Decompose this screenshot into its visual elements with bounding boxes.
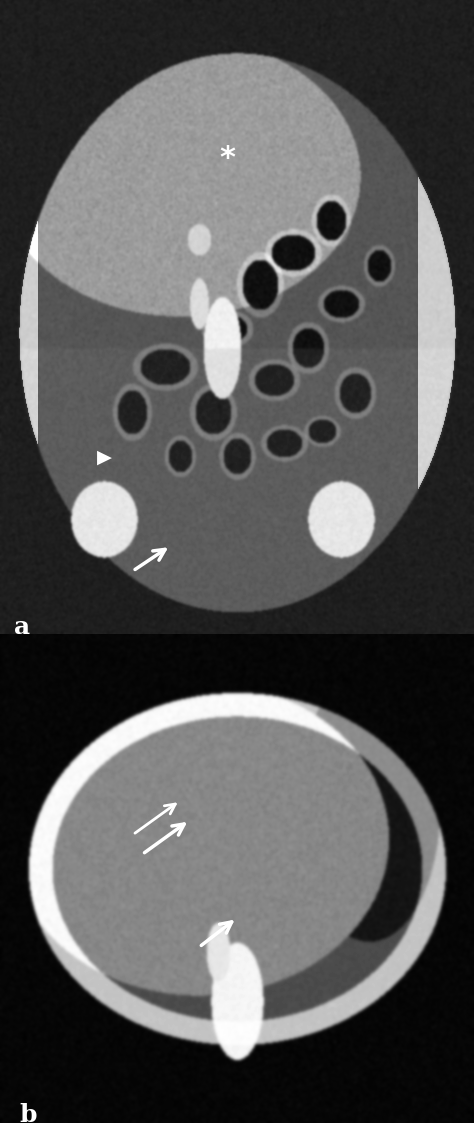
Text: a: a <box>14 615 30 639</box>
Text: ▶: ▶ <box>97 447 112 466</box>
Text: *: * <box>219 144 236 173</box>
Text: b: b <box>19 1104 36 1123</box>
